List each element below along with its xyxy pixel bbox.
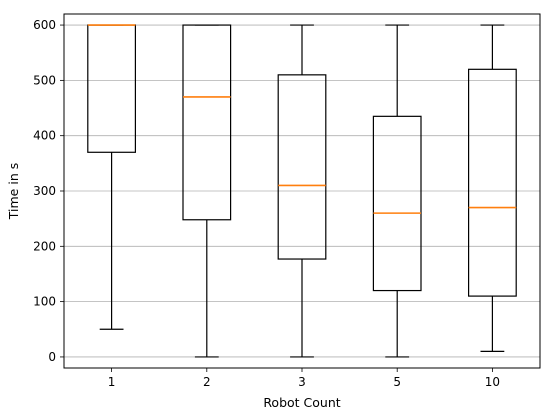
- y-axis-label: Time in s: [6, 163, 21, 220]
- y-tick-label: 600: [33, 18, 56, 32]
- x-tick-label: 2: [203, 375, 211, 389]
- x-axis-label: Robot Count: [263, 395, 340, 410]
- box-iqr: [87, 24, 137, 153]
- box-iqr: [468, 68, 517, 297]
- box-group-5: [372, 24, 422, 358]
- x-axis: 1 2 3 5 10: [108, 368, 500, 389]
- y-tick-label: 200: [33, 239, 56, 253]
- box-iqr: [182, 24, 232, 221]
- x-tick-label: 3: [298, 375, 306, 389]
- x-tick-label: 10: [485, 375, 500, 389]
- box-series: [87, 24, 517, 358]
- box-group-10: [468, 24, 517, 353]
- y-tick-label: 500: [33, 73, 56, 87]
- x-tick-label: 1: [108, 375, 116, 389]
- y-tick-label: 300: [33, 184, 56, 198]
- box-group-3: [277, 24, 327, 358]
- box-iqr: [277, 74, 327, 260]
- y-tick-label: 100: [33, 295, 56, 309]
- x-tick-label: 5: [393, 375, 401, 389]
- box-group-1: [87, 24, 137, 330]
- y-tick-label: 0: [48, 350, 56, 364]
- box-iqr: [372, 115, 422, 292]
- grid-lines: [64, 24, 540, 358]
- y-tick-label: 400: [33, 129, 56, 143]
- y-axis: 0 100 200 300 400 500 600: [33, 18, 64, 364]
- box-group-2: [182, 24, 232, 358]
